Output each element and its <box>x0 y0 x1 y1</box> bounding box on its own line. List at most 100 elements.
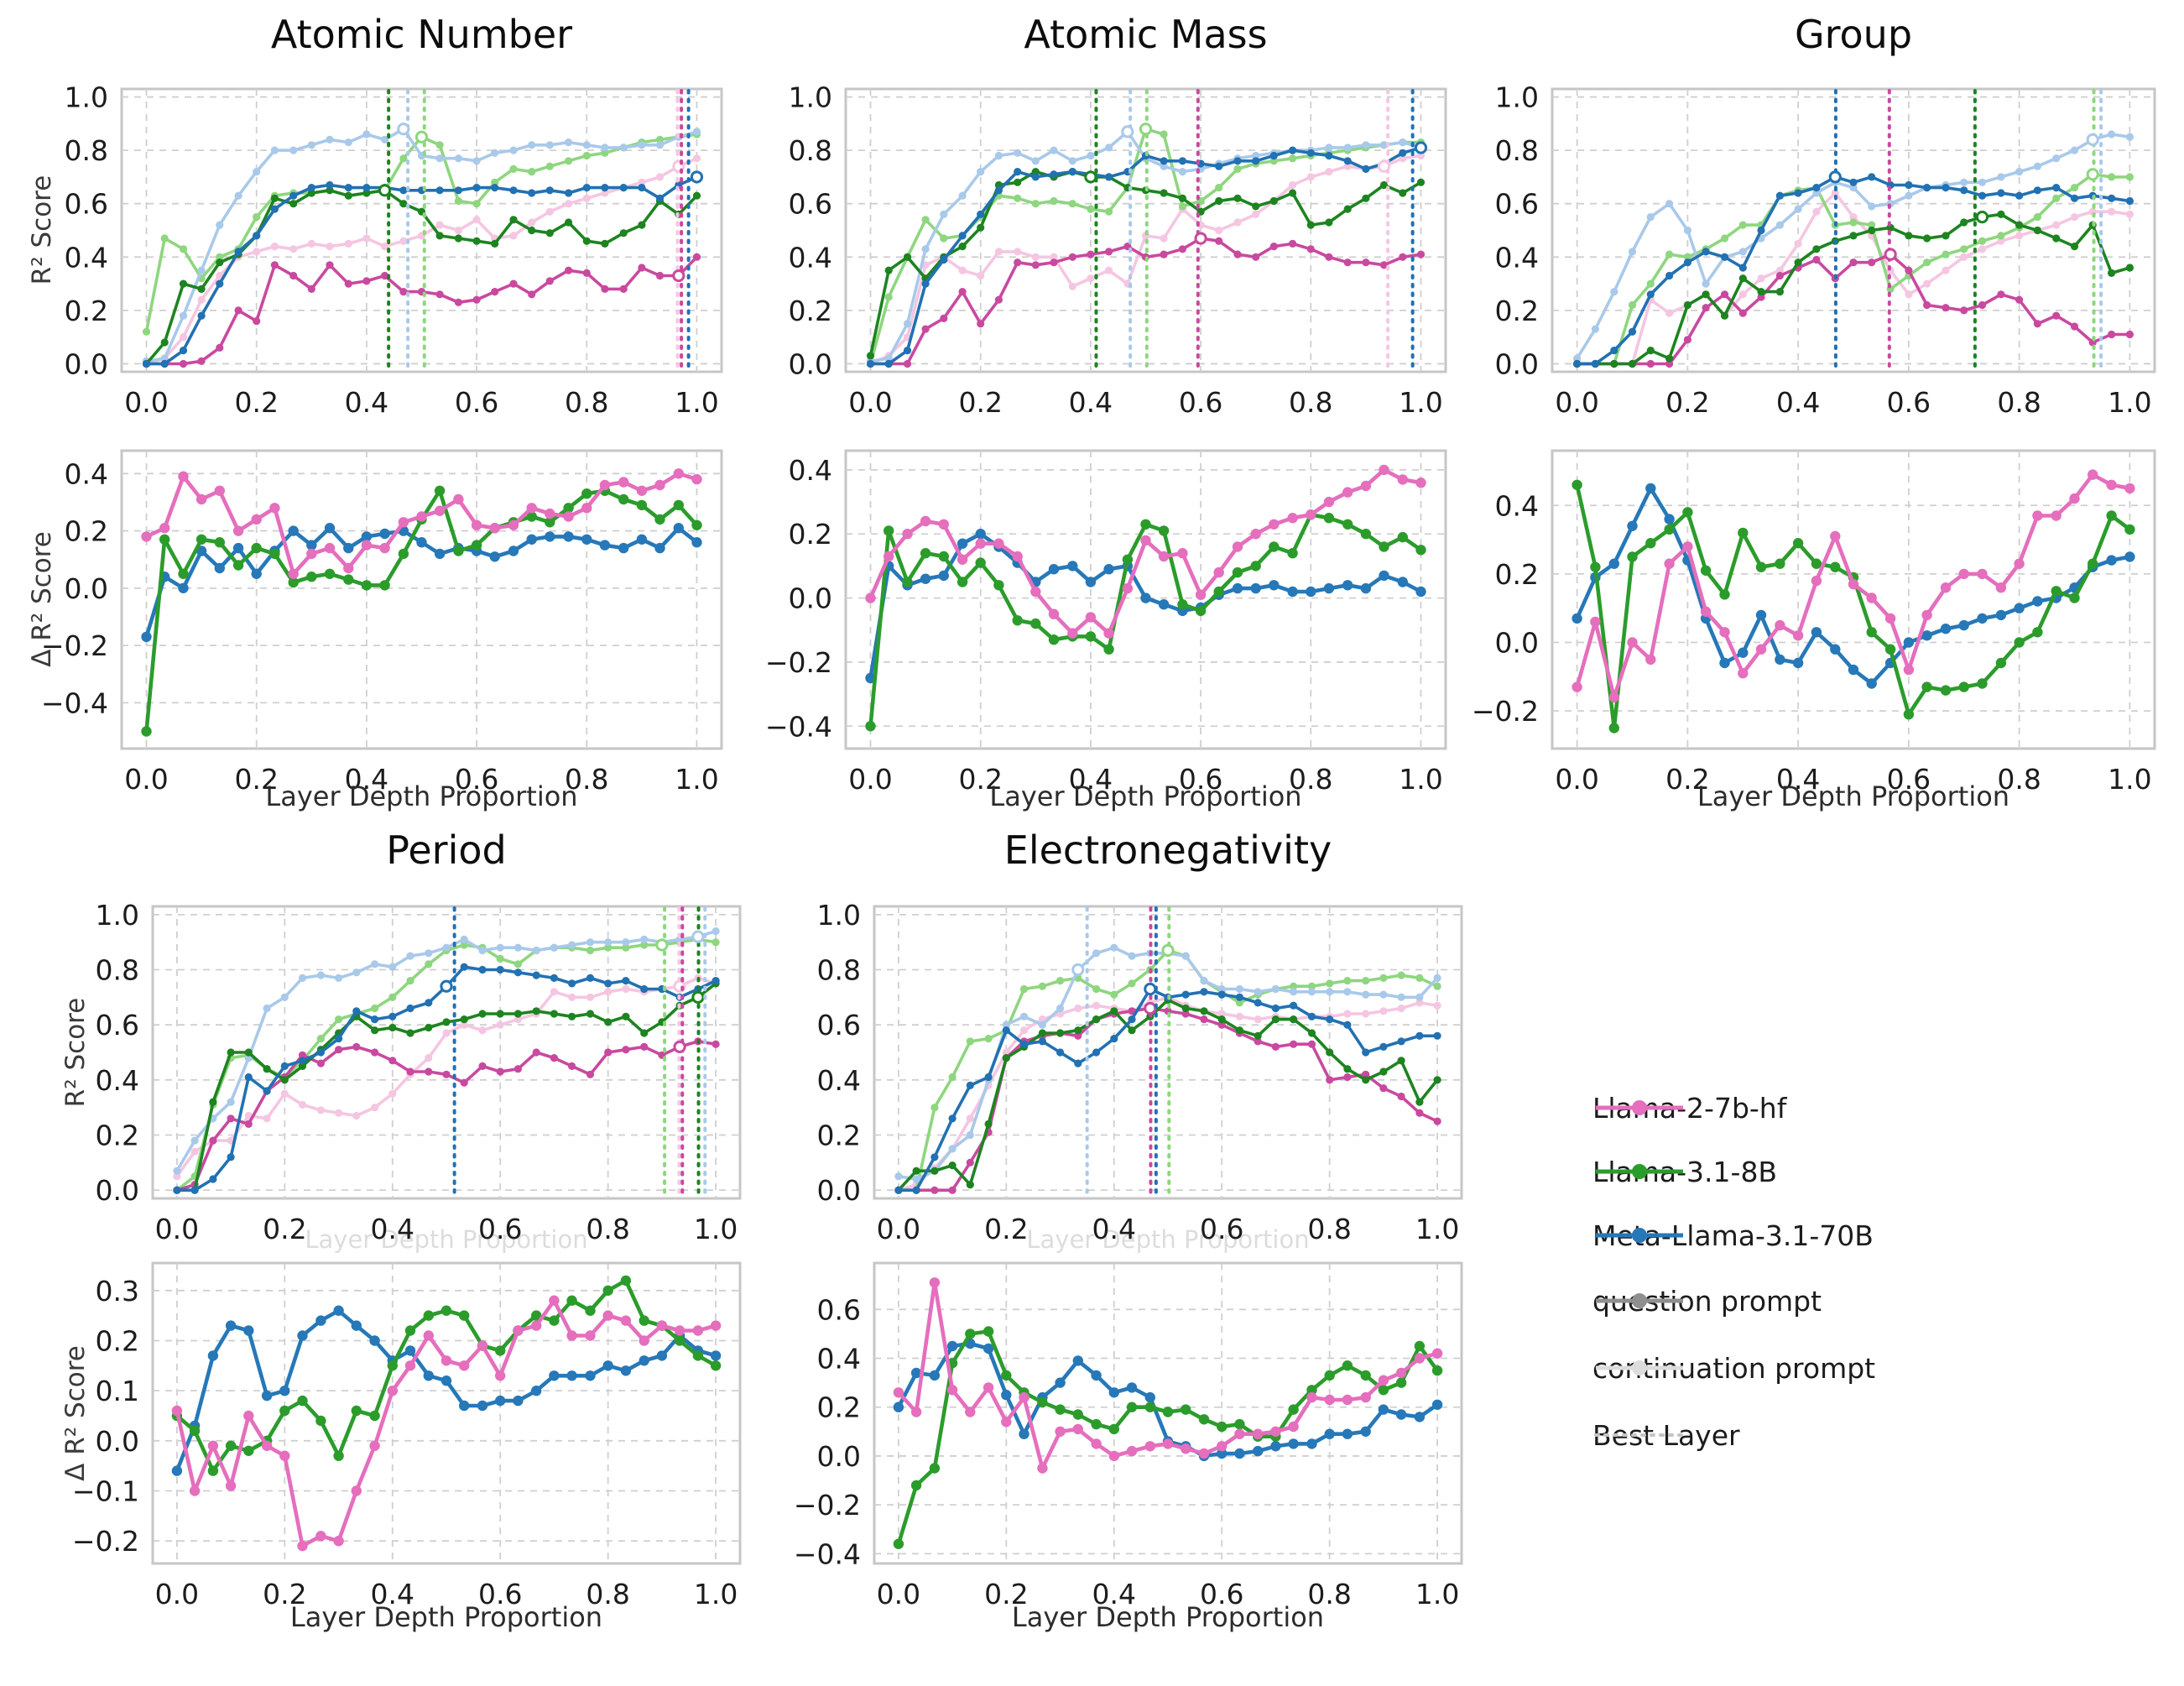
svg-text:0.0: 0.0 <box>817 1174 861 1207</box>
svg-text:0.2: 0.2 <box>65 515 108 548</box>
atomic-mass-delta-plot: 0.0 0.2 0.4 0.6 0.8 1.0 −0.4 −0.2 0.0 0.2 0.4 <box>765 449 1447 796</box>
svg-text:−0.2: −0.2 <box>1472 695 1539 728</box>
chart-title-group: Group <box>1794 12 1913 57</box>
svg-text:1.0: 1.0 <box>1495 81 1539 114</box>
legend: Llama-2-7b-hf Llama-3.1-8B Meta-Llama-3.… <box>1592 1076 1875 1469</box>
series-group <box>141 468 702 737</box>
svg-text:0.4: 0.4 <box>65 241 108 274</box>
y-axis-label-delta-top: Δ R² Score <box>27 531 57 667</box>
svg-text:0.0: 0.0 <box>789 582 832 615</box>
legend-item-llama-2-7b-hf: Llama-2-7b-hf <box>1592 1076 1875 1140</box>
svg-text:1.0: 1.0 <box>789 81 832 114</box>
legend-item-meta-llama-3-1-70b: Meta-Llama-3.1-70B <box>1592 1203 1875 1267</box>
svg-text:0.2: 0.2 <box>263 1213 306 1245</box>
svg-text:0.0: 0.0 <box>789 347 832 380</box>
legend-line-dot-icon <box>1596 1293 1683 1308</box>
y-axis-label-delta-bottom: Δ R² Score <box>60 1345 91 1481</box>
svg-text:0.0: 0.0 <box>877 1213 920 1245</box>
svg-text:1.0: 1.0 <box>2108 763 2151 796</box>
gridlines <box>153 1263 740 1563</box>
series-group <box>865 464 1426 732</box>
svg-text:1.0: 1.0 <box>694 1578 738 1610</box>
chart-title-electronegativity: Electronegativity <box>1003 827 1332 873</box>
svg-text:0.6: 0.6 <box>1179 763 1222 796</box>
legend-item-llama-3-1-8b: Llama-3.1-8B <box>1592 1140 1875 1203</box>
svg-text:−0.2: −0.2 <box>765 646 832 679</box>
svg-text:1.0: 1.0 <box>96 899 139 932</box>
series-group <box>1573 130 2134 368</box>
legend-item-best-layer: Best Layer <box>1592 1402 1875 1469</box>
svg-text:0.4: 0.4 <box>1495 241 1539 274</box>
svg-text:0.6: 0.6 <box>455 386 498 419</box>
svg-text:0.3: 0.3 <box>96 1275 139 1308</box>
atomic-number-r2-plot: 0.0 0.2 0.4 0.6 0.8 1.0 0.0 0.2 0.4 0.6 0.8 1.0 <box>65 81 723 419</box>
svg-text:0.8: 0.8 <box>586 1213 629 1245</box>
svg-text:0.8: 0.8 <box>586 1578 629 1610</box>
svg-text:0.2: 0.2 <box>1495 295 1539 327</box>
svg-text:0.4: 0.4 <box>1776 386 1820 419</box>
svg-text:1.0: 1.0 <box>2108 386 2151 419</box>
svg-text:1.0: 1.0 <box>1399 763 1442 796</box>
svg-text:0.4: 0.4 <box>789 454 832 487</box>
svg-text:0.0: 0.0 <box>96 1174 139 1207</box>
legend-dotted-line-icon <box>1594 1433 1685 1437</box>
svg-text:0.8: 0.8 <box>1289 763 1332 796</box>
chart-title-period: Period <box>386 827 507 873</box>
x-axis-label-group: Layer Depth Proportion <box>1697 780 2010 812</box>
svg-text:0.0: 0.0 <box>65 347 108 380</box>
legend-item-question-prompt: question prompt <box>1592 1267 1875 1334</box>
period-r2-plot: 0.0 0.2 0.4 0.6 0.8 1.0 0.0 0.2 0.4 0.6 0.8 1.0 <box>96 899 742 1245</box>
svg-text:0.0: 0.0 <box>124 386 168 419</box>
svg-text:1.0: 1.0 <box>675 386 718 419</box>
svg-text:0.4: 0.4 <box>371 1213 414 1245</box>
svg-text:−0.4: −0.4 <box>765 710 832 743</box>
x-axis-label-atomic-number: Layer Depth Proportion <box>265 780 578 812</box>
svg-text:0.4: 0.4 <box>817 1064 861 1097</box>
svg-text:0.8: 0.8 <box>1495 134 1539 167</box>
svg-text:1.0: 1.0 <box>65 81 108 114</box>
gridlines <box>122 89 722 372</box>
svg-text:1.0: 1.0 <box>1415 1578 1459 1610</box>
svg-text:0.4: 0.4 <box>1069 763 1113 796</box>
svg-text:1.0: 1.0 <box>694 1213 738 1245</box>
svg-text:0.0: 0.0 <box>124 763 168 796</box>
svg-text:−0.4: −0.4 <box>41 686 108 719</box>
svg-text:0.6: 0.6 <box>817 1293 861 1326</box>
svg-text:0.4: 0.4 <box>96 1064 139 1097</box>
svg-text:0.4: 0.4 <box>65 457 108 490</box>
atomic-number-delta-plot: 0.0 0.2 0.4 0.6 0.8 1.0 −0.4 −0.2 0.0 0.2 0.4 <box>41 449 723 796</box>
svg-text:0.0: 0.0 <box>1555 386 1598 419</box>
svg-text:0.8: 0.8 <box>1997 763 2041 796</box>
svg-text:0.6: 0.6 <box>478 1213 522 1245</box>
y-axis-label-r2-bottom: R² Score <box>60 997 91 1108</box>
group-r2-plot: 0.0 0.2 0.4 0.6 0.8 1.0 0.0 0.2 0.4 0.6 0.8 1.0 <box>1495 81 2156 419</box>
ghost-x-label-period: Layer Depth Proportion <box>305 1225 588 1254</box>
series-group <box>1572 469 2135 733</box>
svg-text:0.2: 0.2 <box>96 1324 139 1357</box>
svg-text:0.0: 0.0 <box>155 1578 199 1610</box>
svg-text:0.6: 0.6 <box>1179 386 1222 419</box>
svg-text:0.2: 0.2 <box>817 1119 861 1151</box>
svg-text:1.0: 1.0 <box>817 899 861 932</box>
svg-text:0.0: 0.0 <box>848 386 892 419</box>
electronegativity-r2-plot: 0.0 0.2 0.4 0.6 0.8 1.0 0.0 0.2 0.4 0.6 0.8 1.0 <box>817 899 1463 1245</box>
svg-text:0.2: 0.2 <box>96 1119 139 1151</box>
svg-text:0.4: 0.4 <box>1495 489 1539 522</box>
svg-text:0.2: 0.2 <box>984 1578 1028 1610</box>
svg-text:0.8: 0.8 <box>789 134 832 167</box>
series-group <box>171 1275 722 1552</box>
svg-text:0.2: 0.2 <box>234 763 278 796</box>
series-group <box>893 1277 1443 1549</box>
chart-title-atomic-mass: Atomic Mass <box>1024 12 1268 57</box>
svg-text:0.4: 0.4 <box>1092 1213 1136 1245</box>
svg-text:0.8: 0.8 <box>817 954 861 987</box>
legend-line-dot-icon <box>1596 1360 1683 1375</box>
svg-text:0.2: 0.2 <box>1495 558 1539 591</box>
x-axis-label-period: Layer Depth Proportion <box>289 1601 603 1633</box>
period-delta-plot: 0.0 0.2 0.4 0.6 0.8 1.0 −0.2 −0.1 0.0 0.1 0.2 0.3 <box>72 1261 742 1610</box>
svg-text:−0.1: −0.1 <box>72 1475 139 1507</box>
svg-text:0.6: 0.6 <box>1495 188 1539 221</box>
svg-text:0.2: 0.2 <box>817 1391 861 1424</box>
x-axis-label-atomic-mass: Layer Depth Proportion <box>989 780 1302 812</box>
